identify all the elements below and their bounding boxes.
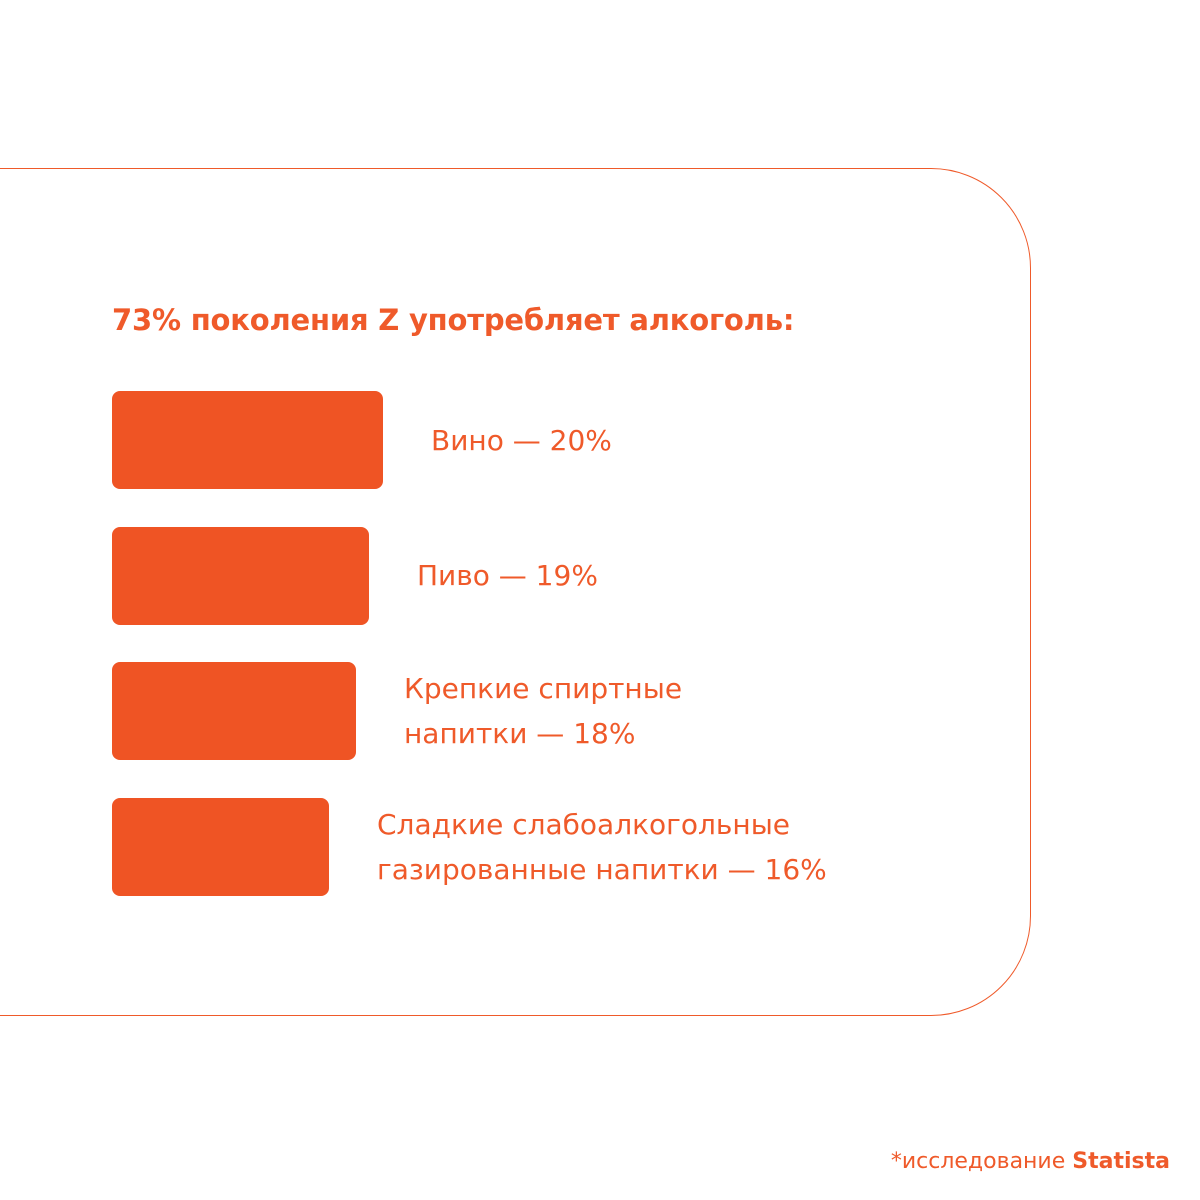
chart-title: 73% поколения Z употребляет алкоголь: bbox=[112, 303, 795, 337]
bar-4 bbox=[112, 797, 329, 896]
bar-label-3: Крепкие спиртные напитки — 18% bbox=[404, 672, 683, 750]
bar-1 bbox=[112, 391, 383, 489]
bar-2 bbox=[112, 526, 369, 625]
footnote-source: Statista bbox=[1072, 1149, 1170, 1174]
bar-label-2: Пиво — 19% bbox=[417, 559, 598, 592]
bar-label-1: Вино — 20% bbox=[431, 423, 612, 457]
source-footnote: *исследование Statista bbox=[891, 1146, 1170, 1178]
footnote-prefix: *исследование bbox=[890, 1149, 1073, 1174]
bar-label-4: Сладкие слабоалкогольные газированные на… bbox=[377, 807, 827, 886]
rounded-frame bbox=[0, 168, 1031, 1016]
bar-3 bbox=[112, 662, 356, 760]
